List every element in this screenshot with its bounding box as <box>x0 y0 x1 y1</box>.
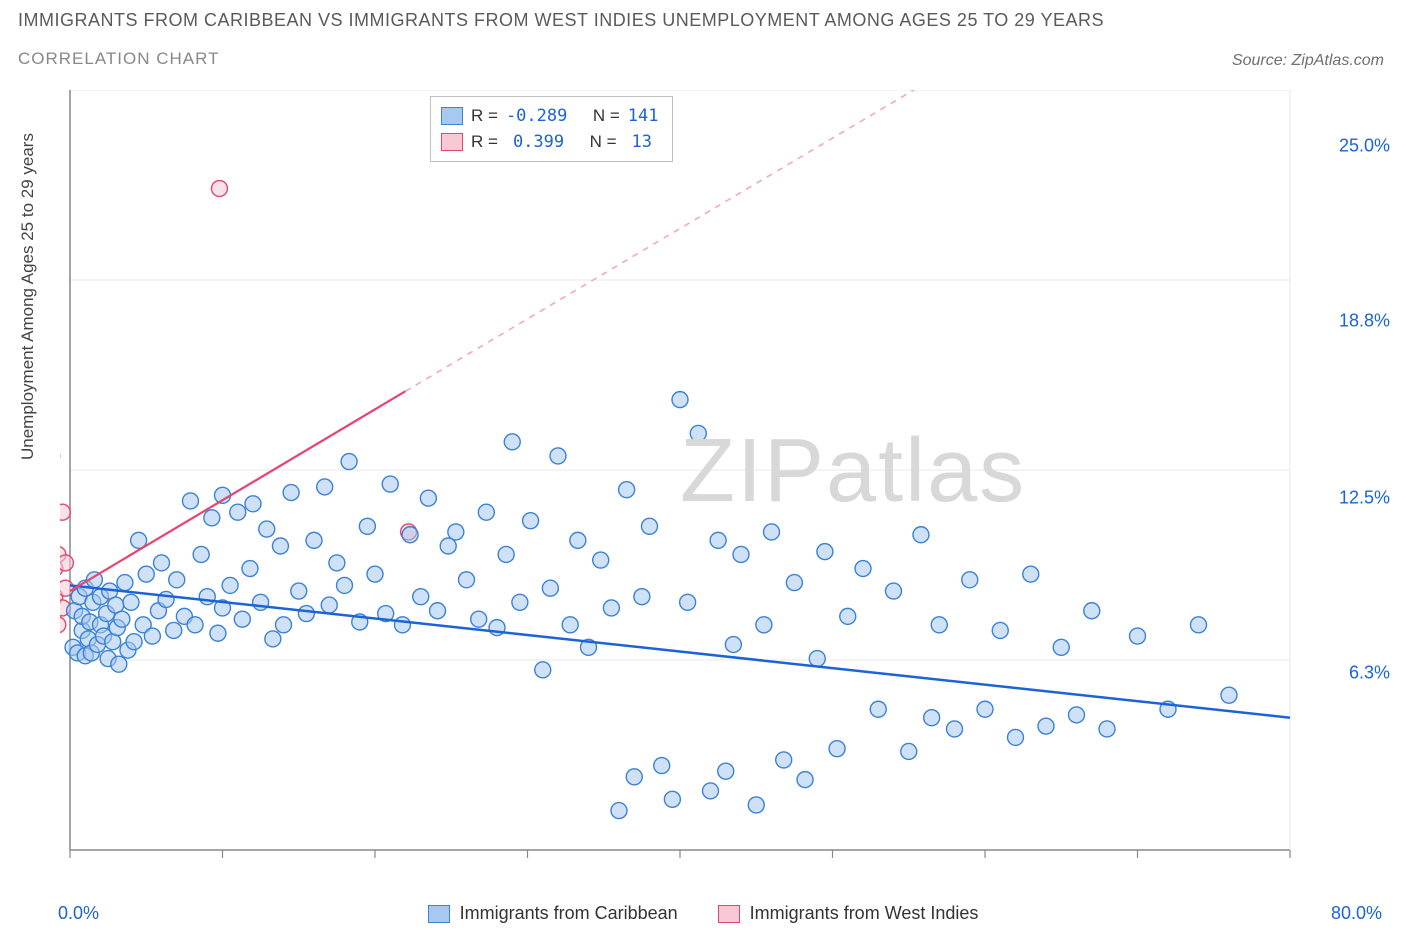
y-tick-label: 12.5% <box>1339 488 1390 509</box>
source-attribution: Source: ZipAtlas.com <box>1232 52 1384 70</box>
bottom-legend: Immigrants from Caribbean Immigrants fro… <box>0 903 1406 924</box>
title-block: IMMIGRANTS FROM CARIBBEAN VS IMMIGRANTS … <box>18 10 1104 69</box>
y-tick-label: 25.0% <box>1339 136 1390 157</box>
legend-label-caribbean: Immigrants from Caribbean <box>460 903 678 924</box>
r-label: R = <box>471 103 498 129</box>
r-label: R = <box>471 129 498 155</box>
n-label: N = <box>593 103 620 129</box>
r-value-caribbean: -0.289 <box>506 103 567 129</box>
legend-item-westindies: Immigrants from West Indies <box>718 903 979 924</box>
chart-subtitle: CORRELATION CHART <box>18 49 1104 69</box>
n-value-caribbean: 141 <box>628 103 659 129</box>
scatter-chart <box>60 90 1350 880</box>
chart-area: R = -0.289 N = 141 R = 0.399 N = 13 ZIPa… <box>60 90 1350 880</box>
y-axis-label-text: Unemployment Among Ages 25 to 29 years <box>18 133 37 460</box>
stats-row-caribbean: R = -0.289 N = 141 <box>441 103 658 129</box>
legend-swatch-caribbean <box>428 905 450 923</box>
chart-title: IMMIGRANTS FROM CARIBBEAN VS IMMIGRANTS … <box>18 10 1104 31</box>
stats-row-westindies: R = 0.399 N = 13 <box>441 129 658 155</box>
r-value-westindies: 0.399 <box>506 129 564 155</box>
y-tick-label: 18.8% <box>1339 310 1390 331</box>
swatch-caribbean <box>441 107 463 125</box>
n-label: N = <box>590 129 617 155</box>
y-tick-label: 6.3% <box>1349 662 1390 683</box>
y-axis-label: Unemployment Among Ages 25 to 29 years <box>18 133 38 460</box>
legend-item-caribbean: Immigrants from Caribbean <box>428 903 678 924</box>
legend-swatch-westindies <box>718 905 740 923</box>
n-value-westindies: 13 <box>625 129 652 155</box>
stats-legend: R = -0.289 N = 141 R = 0.399 N = 13 <box>430 96 673 162</box>
legend-label-westindies: Immigrants from West Indies <box>750 903 979 924</box>
swatch-westindies <box>441 133 463 151</box>
